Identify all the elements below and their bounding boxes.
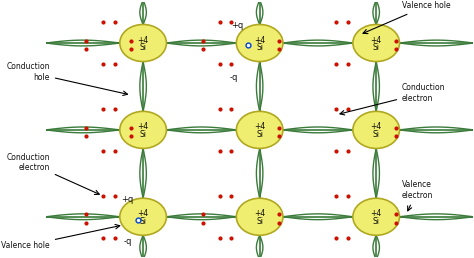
Text: +q: +q xyxy=(231,21,244,30)
Text: Si: Si xyxy=(373,43,380,52)
Ellipse shape xyxy=(237,111,283,148)
Ellipse shape xyxy=(353,111,400,148)
Text: Si: Si xyxy=(140,130,146,139)
Text: +4: +4 xyxy=(254,209,265,218)
Text: +4: +4 xyxy=(254,123,265,132)
Text: Conduction
hole: Conduction hole xyxy=(6,62,128,95)
Text: Valence hole: Valence hole xyxy=(363,2,451,34)
Text: Si: Si xyxy=(140,43,146,52)
Text: Si: Si xyxy=(373,217,380,226)
Text: +4: +4 xyxy=(371,209,382,218)
Text: +4: +4 xyxy=(371,123,382,132)
Text: Valence hole: Valence hole xyxy=(1,224,120,250)
Text: Si: Si xyxy=(256,217,263,226)
Text: Valence
electron: Valence electron xyxy=(402,180,433,211)
Ellipse shape xyxy=(237,198,283,235)
Text: +4: +4 xyxy=(371,36,382,45)
Text: +4: +4 xyxy=(137,36,149,45)
Text: Conduction
electron: Conduction electron xyxy=(6,153,99,195)
Ellipse shape xyxy=(353,25,400,62)
Text: Si: Si xyxy=(373,130,380,139)
Ellipse shape xyxy=(353,198,400,235)
Text: Si: Si xyxy=(256,43,263,52)
Ellipse shape xyxy=(237,25,283,62)
Text: -q: -q xyxy=(123,237,132,246)
Text: Si: Si xyxy=(140,217,146,226)
Text: -q: -q xyxy=(229,73,238,82)
Ellipse shape xyxy=(120,198,166,235)
Ellipse shape xyxy=(120,25,166,62)
Text: +4: +4 xyxy=(137,209,149,218)
Ellipse shape xyxy=(120,111,166,148)
Text: Conduction
electron: Conduction electron xyxy=(340,83,446,115)
Text: Si: Si xyxy=(256,130,263,139)
Text: +4: +4 xyxy=(137,123,149,132)
Text: +4: +4 xyxy=(254,36,265,45)
Text: +q: +q xyxy=(121,195,134,204)
